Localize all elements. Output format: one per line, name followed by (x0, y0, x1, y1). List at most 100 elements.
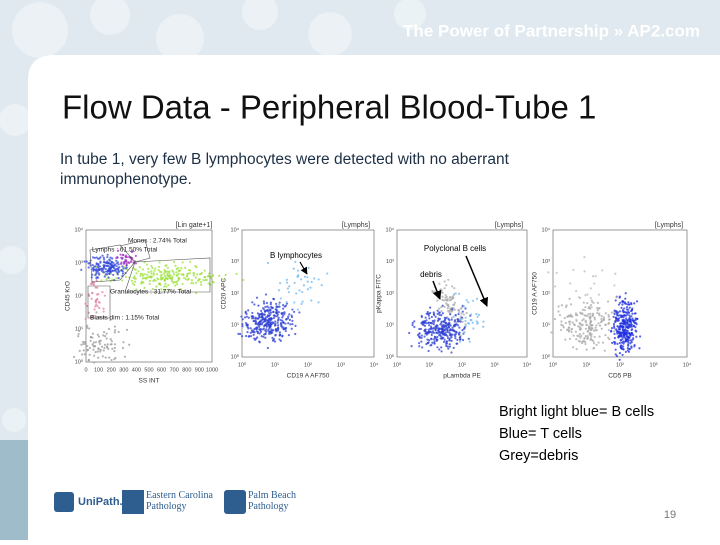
event-dot (147, 270, 150, 274)
event-dot (91, 282, 94, 285)
event-dot (454, 335, 457, 338)
event-dot (278, 303, 281, 306)
event-dot (426, 312, 429, 316)
event-dot (94, 351, 97, 354)
event-dot (91, 263, 94, 267)
event-dot (83, 341, 87, 344)
event-dot (426, 310, 429, 314)
event-dot (286, 317, 290, 320)
event-dot (617, 314, 620, 317)
event-dot (459, 307, 463, 310)
event-dot (108, 262, 111, 265)
event-dot (140, 280, 143, 283)
event-dot (634, 326, 637, 329)
event-dot (103, 275, 106, 278)
event-dot (430, 337, 433, 340)
event-dot (245, 315, 248, 318)
event-dot (411, 324, 414, 327)
x-tick-label: 10⁰ (549, 361, 558, 368)
event-dot (628, 336, 631, 339)
event-dot (272, 310, 275, 314)
event-dot (588, 328, 591, 331)
event-dot (581, 340, 584, 343)
event-dot (275, 305, 278, 308)
event-dot (464, 307, 467, 310)
event-dot (590, 306, 593, 309)
event-dot (450, 318, 453, 321)
event-dot (449, 313, 452, 316)
event-dot (284, 322, 287, 325)
event-dot (243, 316, 247, 319)
event-dot (203, 269, 206, 272)
event-dot (112, 273, 115, 277)
event-dot (245, 312, 248, 315)
event-dot (613, 332, 616, 336)
plot-gate: [Lymphs] (495, 222, 523, 229)
event-dot (106, 273, 109, 276)
event-dot (279, 318, 282, 322)
event-dot (279, 282, 282, 285)
y-axis-label: CD19 A AF750 (532, 272, 539, 315)
event-dot (184, 278, 187, 281)
event-dot (448, 311, 451, 314)
event-dot (106, 346, 109, 349)
event-dot (286, 287, 289, 290)
event-dot (103, 335, 107, 338)
event-dot (87, 262, 90, 265)
event-dot (289, 323, 292, 326)
event-dot (180, 266, 183, 270)
event-dot (256, 330, 260, 334)
event-dot (467, 337, 470, 340)
event-dot (467, 321, 470, 325)
event-dot (121, 253, 125, 257)
event-dot (635, 335, 638, 338)
event-dot (102, 266, 105, 270)
event-dot (100, 345, 104, 348)
event-dot (578, 322, 581, 325)
logo-box: Palm Beach Pathology (248, 490, 296, 512)
event-dot (260, 309, 263, 312)
event-dot (176, 266, 180, 270)
event-dot (613, 326, 616, 329)
event-dot (597, 322, 600, 325)
event-dot (245, 334, 248, 338)
event-dot (625, 325, 628, 328)
event-dot (603, 349, 606, 352)
event-dot (550, 331, 553, 334)
logo-box: Eastern Carolina Pathology (146, 490, 213, 512)
event-dot (84, 302, 87, 305)
event-dot (88, 346, 92, 350)
event-dot (572, 268, 575, 272)
y-tick-label: 10² (386, 291, 394, 297)
event-dot (80, 268, 83, 271)
event-dot (143, 286, 146, 289)
event-dot (437, 329, 440, 332)
event-dot (457, 320, 460, 323)
event-dot (598, 335, 601, 338)
x-axis-label: CD5 PB (608, 373, 631, 380)
event-dot (150, 270, 153, 273)
event-dot (450, 310, 453, 313)
event-dot (423, 335, 426, 338)
event-dot (446, 298, 449, 301)
event-dot (439, 333, 442, 336)
event-dot (597, 293, 600, 296)
event-dot (593, 316, 596, 319)
event-dot (635, 300, 639, 303)
event-dot (574, 313, 578, 317)
event-dot (268, 332, 271, 335)
event-dot (449, 333, 452, 336)
event-dot (589, 338, 592, 341)
event-dot (622, 322, 625, 325)
event-dot (579, 296, 582, 300)
event-dot (162, 272, 166, 275)
x-tick-label: 10⁴ (523, 361, 532, 368)
event-dot (143, 277, 146, 280)
gate-label: Blasts dim : 1.15% Total (90, 315, 160, 322)
event-dot (593, 318, 596, 321)
event-dot (256, 312, 260, 315)
event-dot (620, 322, 624, 325)
event-dot (77, 329, 81, 333)
event-dot (589, 315, 592, 318)
event-dot (452, 303, 455, 306)
